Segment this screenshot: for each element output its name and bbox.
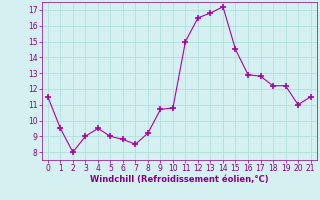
X-axis label: Windchill (Refroidissement éolien,°C): Windchill (Refroidissement éolien,°C) bbox=[90, 175, 268, 184]
